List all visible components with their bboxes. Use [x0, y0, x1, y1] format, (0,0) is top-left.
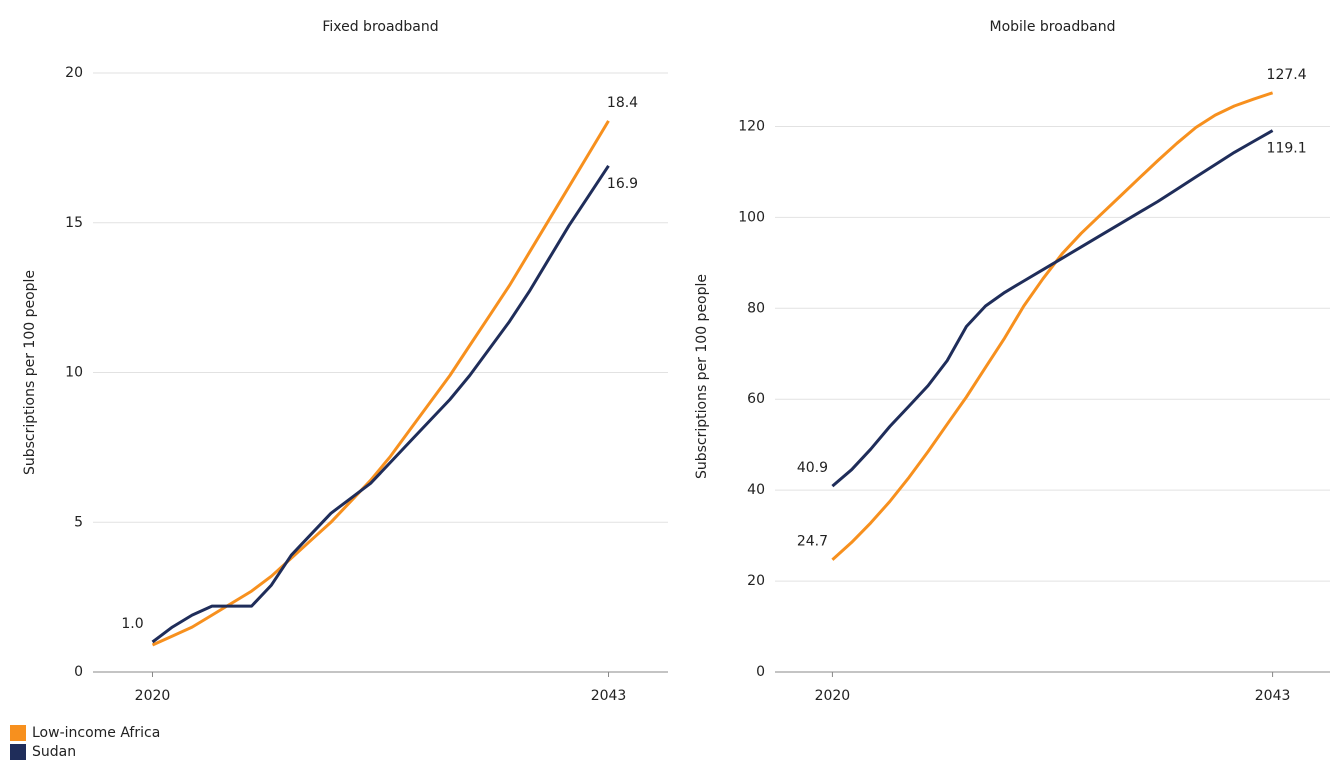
data-label: 16.9	[607, 176, 638, 192]
x-tick-label: 2043	[591, 688, 627, 704]
chart-title: Mobile broadband	[990, 19, 1116, 35]
data-label: 127.4	[1267, 67, 1307, 83]
series-line	[831, 129, 1274, 488]
y-tick-label: 20	[65, 65, 83, 81]
x-tick-label: 2020	[135, 688, 171, 704]
y-tick-label: 15	[65, 215, 83, 231]
y-tick-label: 0	[756, 664, 765, 680]
y-tick-label: 10	[65, 365, 83, 381]
series-line	[151, 164, 610, 644]
legend-swatch	[10, 725, 26, 741]
series-line	[151, 120, 610, 647]
y-tick-label: 60	[747, 391, 765, 407]
legend-label: Sudan	[32, 744, 76, 760]
y-tick-label: 40	[747, 482, 765, 498]
y-tick-label: 100	[738, 209, 765, 225]
data-label: 18.4	[607, 95, 638, 111]
series-line	[831, 91, 1274, 561]
legend-swatch	[10, 744, 26, 760]
y-tick-label: 20	[747, 573, 765, 589]
data-label: 119.1	[1267, 141, 1307, 157]
data-label: 24.7	[797, 534, 828, 550]
x-tick-label: 2020	[815, 688, 851, 704]
y-tick-label: 80	[747, 300, 765, 316]
y-axis-label: Subscriptions per 100 people	[694, 274, 710, 479]
data-label: 1.0	[121, 616, 143, 632]
chart-title: Fixed broadband	[322, 19, 438, 35]
x-tick-label: 2043	[1255, 688, 1291, 704]
legend-label: Low-income Africa	[32, 725, 160, 741]
data-label: 40.9	[797, 460, 828, 476]
y-tick-label: 120	[738, 118, 765, 134]
y-axis-label: Subscriptions per 100 people	[22, 270, 38, 475]
y-tick-label: 5	[74, 514, 83, 530]
y-tick-label: 0	[74, 664, 83, 680]
